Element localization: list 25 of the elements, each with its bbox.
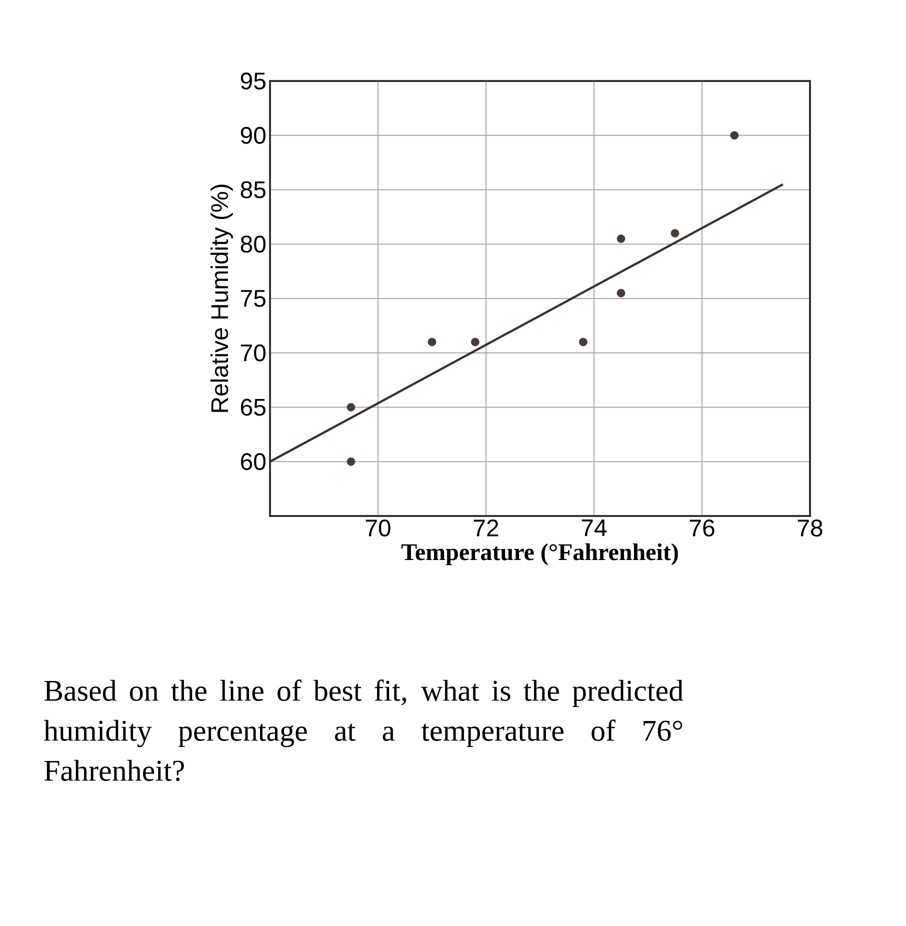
- x-tick-label: 72: [474, 520, 498, 536]
- x-tick-label: 78: [798, 520, 822, 537]
- y-tick-label: 85: [240, 181, 266, 198]
- y-tick-label: 90: [240, 126, 266, 144]
- y-tick-label: 80: [240, 236, 266, 253]
- y-tick-label: 75: [240, 290, 266, 307]
- point: [616, 288, 626, 298]
- point: [346, 403, 356, 412]
- point: [346, 457, 356, 466]
- y-tick-label: 95: [240, 72, 266, 90]
- x-axis-title: Temperature (°Fahrenheit): [401, 543, 678, 566]
- point: [616, 234, 626, 243]
- point: [579, 338, 588, 346]
- y-tick-label: 65: [240, 398, 266, 416]
- y-axis-title: Relative Humidity (%): [210, 184, 233, 412]
- x-tick-label: 70: [366, 520, 390, 537]
- x-tick-label: 74: [582, 520, 607, 536]
- y-tick-label: 70: [240, 344, 266, 362]
- point: [471, 338, 480, 346]
- point: [670, 229, 680, 238]
- text: Based on the line of best fit, what is the predicted humidity percentage at a temperature of 76° Fahrenheit?: [44, 680, 684, 782]
- point: [730, 131, 739, 140]
- point: [428, 338, 436, 346]
- y-tick-label: 60: [240, 453, 266, 470]
- x-tick-label: 76: [690, 520, 714, 537]
